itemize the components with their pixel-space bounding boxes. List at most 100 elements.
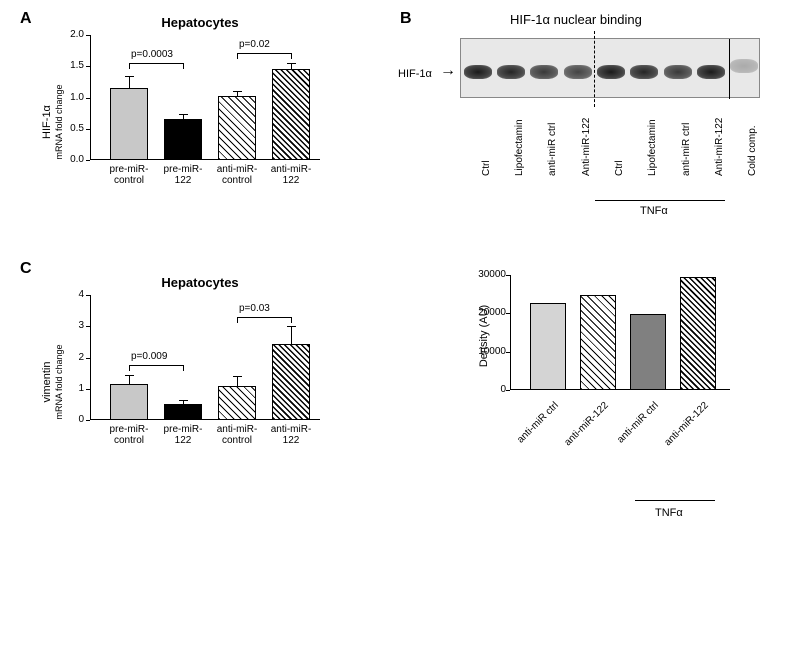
sig-label: p=0.009 <box>131 351 167 362</box>
bar-xlabel: anti-miR-122 <box>266 424 316 446</box>
density-bar <box>680 277 716 390</box>
ytick <box>86 358 90 359</box>
ytick-label: 30000 <box>466 269 506 280</box>
bar <box>272 344 310 420</box>
ytick-label: 0 <box>466 384 506 395</box>
sig-label: p=0.0003 <box>131 49 173 60</box>
ytick <box>86 389 90 390</box>
error-bar <box>237 92 238 96</box>
ytick <box>86 35 90 36</box>
error-cap <box>179 400 188 401</box>
bar <box>272 69 310 160</box>
blot-band <box>664 65 692 79</box>
ylabel-c-1: vimentin <box>41 362 53 403</box>
tnf-line-blot <box>595 200 725 201</box>
error-cap <box>179 114 188 115</box>
panel-b-title: HIF-1α nuclear binding <box>510 12 642 27</box>
error-cap <box>125 375 134 376</box>
sig-bracket <box>237 53 291 54</box>
hif-arrow-label: HIF-1α <box>398 68 432 80</box>
sig-bracket-v <box>129 63 130 69</box>
blot-band <box>564 65 592 79</box>
sig-bracket-v <box>183 63 184 69</box>
ytick <box>506 390 510 391</box>
lane-label: Lipofectamin <box>647 119 658 176</box>
ytick-label: 0 <box>58 414 84 425</box>
bar-xlabel: anti-miR-control <box>212 424 262 446</box>
lane-label: Anti-miR-122 <box>714 118 725 176</box>
ytick <box>506 352 510 353</box>
lane-label: anti-miR ctrl <box>681 123 692 176</box>
lane-label: Cold comp. <box>747 125 758 176</box>
sig-bracket-v <box>291 317 292 323</box>
ytick-label: 20000 <box>466 307 506 318</box>
error-cap <box>287 63 296 64</box>
ytick-label: 0.5 <box>58 123 84 134</box>
blot-band <box>730 59 758 73</box>
y-axis-d <box>510 275 511 390</box>
tnf-line-density <box>635 500 715 501</box>
panel-b-label: B <box>400 10 412 28</box>
y-axis-c <box>90 295 91 420</box>
ytick-label: 2 <box>58 352 84 363</box>
error-bar <box>129 376 130 384</box>
blot-band <box>464 65 492 79</box>
error-cap <box>233 376 242 377</box>
blot-band <box>630 65 658 79</box>
chart-c-title: Hepatocytes <box>110 275 290 290</box>
ytick-label: 1.5 <box>58 60 84 71</box>
ylabel-a-1: HIF-1α <box>41 105 53 139</box>
tnf-label-density: TNFα <box>655 507 683 519</box>
ytick <box>86 420 90 421</box>
ytick-label: 3 <box>58 320 84 331</box>
density-bar <box>630 314 666 390</box>
lane-label: anti-miR ctrl <box>547 123 558 176</box>
sig-bracket-v <box>237 53 238 59</box>
bar <box>218 386 256 420</box>
density-bar <box>530 303 566 390</box>
error-bar <box>237 377 238 386</box>
sig-bracket <box>129 63 183 64</box>
bar-xlabel: pre-miR-control <box>104 164 154 186</box>
blot-solid-divider <box>729 39 730 99</box>
sig-bracket-v <box>183 365 184 371</box>
ytick <box>86 66 90 67</box>
error-cap <box>233 91 242 92</box>
chart-c-area: 01234pre-miR-controlpre-miR-122anti-miR-… <box>90 295 320 420</box>
lane-label: Anti-miR-122 <box>581 118 592 176</box>
ytick <box>86 295 90 296</box>
lane-label: Lipofectamin <box>514 119 525 176</box>
error-bar <box>129 77 130 88</box>
bar-xlabel: anti-miR-control <box>212 164 262 186</box>
chart-a-title: Hepatocytes <box>110 15 290 30</box>
error-bar <box>183 401 184 404</box>
chart-a-area: 0.00.51.01.52.0pre-miR-controlpre-miR-12… <box>90 35 320 160</box>
ytick-label: 1 <box>58 383 84 394</box>
arrow-icon: → <box>440 62 456 80</box>
ytick-label: 10000 <box>466 346 506 357</box>
blot-band <box>530 65 558 79</box>
blot-band <box>497 65 525 79</box>
y-axis-a <box>90 35 91 160</box>
bar <box>164 119 202 160</box>
bar <box>110 88 148 160</box>
sig-bracket-v <box>129 365 130 371</box>
sig-bracket <box>129 365 183 366</box>
blot-dashed-divider <box>594 31 595 107</box>
ytick-label: 4 <box>58 289 84 300</box>
ytick <box>86 160 90 161</box>
ytick-label: 1.0 <box>58 92 84 103</box>
bar-xlabel: pre-miR-122 <box>158 424 208 446</box>
error-bar <box>291 64 292 69</box>
ytick-label: 2.0 <box>58 29 84 40</box>
bar-xlabel: anti-miR-122 <box>266 164 316 186</box>
panel-a-label: A <box>20 10 32 28</box>
ytick <box>506 313 510 314</box>
bar-xlabel: pre-miR-122 <box>158 164 208 186</box>
error-bar <box>183 115 184 119</box>
sig-label: p=0.03 <box>239 303 270 314</box>
error-cap <box>287 326 296 327</box>
tnf-label-blot: TNFα <box>640 205 668 217</box>
bar <box>164 404 202 420</box>
ytick <box>86 98 90 99</box>
